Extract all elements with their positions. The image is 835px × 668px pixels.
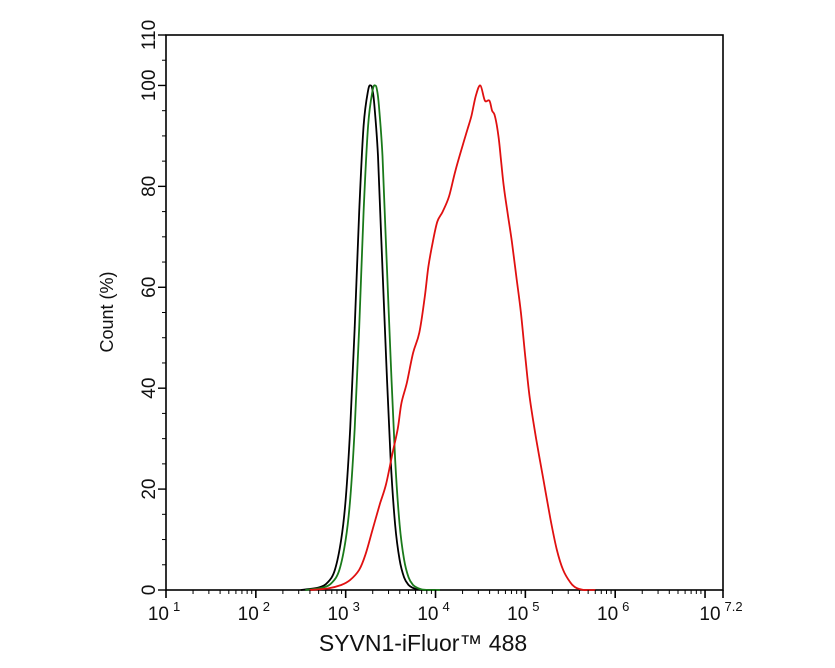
x-tick-label: 10 7.2 xyxy=(699,599,742,625)
y-tick-label: 100 xyxy=(139,70,160,102)
plot-frame xyxy=(165,34,724,591)
y-tick-label: 110 xyxy=(139,20,160,50)
x-tick-label: 10 6 xyxy=(597,599,629,625)
x-tick-label: 10 5 xyxy=(507,599,539,625)
x-tick-label: 10 4 xyxy=(417,599,449,625)
plot-border xyxy=(165,34,724,591)
histogram-curves xyxy=(300,84,596,591)
y-tick-label: 0 xyxy=(139,585,160,596)
y-axis-title: Count (%) xyxy=(97,271,117,352)
x-tick-label: 10 2 xyxy=(238,599,270,625)
x-tick-label: 10 3 xyxy=(327,599,359,625)
green-control-curve xyxy=(305,84,441,591)
black-control-curve xyxy=(300,84,436,591)
x-axis: 10 1 10 2 10 3 10 4 10 5 10 6 10 7.2 xyxy=(148,590,743,625)
y-tick-label: 80 xyxy=(139,176,160,197)
y-axis: 0 20 40 60 80 100 110 xyxy=(139,20,166,595)
y-tick-label: 40 xyxy=(139,378,160,399)
x-axis-title: SYVN1-iFluor™ 488 xyxy=(319,630,527,656)
x-tick-label: 10 1 xyxy=(148,599,180,625)
y-tick-label: 60 xyxy=(139,277,160,298)
y-tick-label: 20 xyxy=(139,479,160,500)
red-sample-curve xyxy=(309,84,596,591)
